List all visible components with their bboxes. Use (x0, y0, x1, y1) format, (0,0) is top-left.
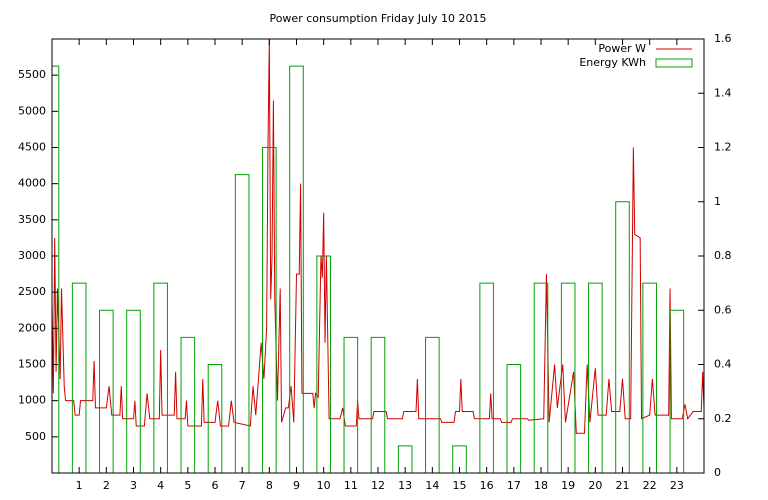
y2-tick-label: 1.4 (714, 86, 732, 99)
energy-bar (397, 445, 413, 473)
energy-bar (506, 364, 522, 473)
energy-bar (289, 65, 304, 473)
x-tick-label: 21 (616, 479, 630, 492)
x-tick-label: 23 (670, 479, 684, 492)
y2-tick-label: 0 (714, 466, 721, 479)
y-tick-label: 5000 (18, 104, 46, 117)
energy-bar (207, 364, 223, 473)
y2-tick-label: 0.8 (714, 249, 732, 262)
y2-tick-label: 1.2 (714, 141, 732, 154)
y2-tick-label: 0.6 (714, 303, 732, 316)
energy-bar (153, 282, 168, 473)
energy-bar (71, 282, 87, 473)
y-tick-label: 2500 (18, 285, 46, 298)
y2-tick-label: 1.6 (714, 32, 732, 45)
y-tick-label: 1500 (18, 358, 46, 371)
energy-bar (52, 65, 60, 473)
x-tick-label: 3 (130, 479, 137, 492)
x-tick-label: 19 (561, 479, 575, 492)
energy-bar (343, 336, 359, 473)
y2-tick-label: 1 (714, 195, 721, 208)
legend-label: Power W (598, 42, 646, 55)
y2-tick-label: 0.4 (714, 358, 732, 371)
y-tick-label: 4000 (18, 177, 46, 190)
plot-area (52, 39, 704, 473)
x-tick-label: 1 (76, 479, 83, 492)
x-tick-label: 9 (293, 479, 300, 492)
energy-bar (99, 309, 114, 473)
x-tick-label: 12 (371, 479, 385, 492)
energy-bar (560, 282, 576, 473)
energy-bar (479, 282, 494, 473)
energy-bar (316, 255, 331, 473)
y-tick-label: 500 (25, 430, 46, 443)
x-tick-label: 18 (534, 479, 548, 492)
x-tick-label: 5 (184, 479, 191, 492)
x-tick-label: 11 (344, 479, 358, 492)
x-tick-label: 14 (425, 479, 439, 492)
power-line (52, 39, 704, 434)
energy-bar (370, 336, 386, 473)
y-tick-label: 3000 (18, 249, 46, 262)
energy-bar (126, 309, 141, 473)
x-tick-label: 15 (453, 479, 467, 492)
x-tick-label: 16 (480, 479, 494, 492)
energy-bar (669, 309, 685, 473)
x-tick-label: 6 (212, 479, 219, 492)
x-tick-label: 13 (398, 479, 412, 492)
energy-bar (642, 282, 657, 473)
y-tick-label: 4500 (18, 141, 46, 154)
y-tick-label: 1000 (18, 394, 46, 407)
x-tick-label: 8 (266, 479, 273, 492)
y2-tick-label: 0.2 (714, 412, 732, 425)
plot-border (51, 38, 705, 474)
x-tick-label: 20 (588, 479, 602, 492)
y-tick-label: 5500 (18, 68, 46, 81)
energy-bar (452, 445, 467, 473)
energy-bar (180, 336, 196, 473)
x-tick-label: 7 (239, 479, 246, 492)
x-tick-label: 10 (317, 479, 331, 492)
legend-label: Energy KWh (579, 56, 646, 69)
energy-bar (615, 201, 630, 473)
chart-title: Power consumption Friday July 10 2015 (269, 12, 486, 25)
x-tick-label: 17 (507, 479, 521, 492)
y-tick-label: 2000 (18, 321, 46, 334)
legend-swatch (655, 58, 693, 68)
energy-bar (425, 336, 440, 473)
x-tick-label: 4 (157, 479, 164, 492)
x-tick-label: 22 (643, 479, 657, 492)
energy-bar (262, 147, 277, 473)
energy-bar (234, 174, 250, 473)
energy-bar (588, 282, 603, 473)
y-tick-label: 3500 (18, 213, 46, 226)
x-tick-label: 2 (103, 479, 110, 492)
energy-bar (533, 282, 549, 473)
